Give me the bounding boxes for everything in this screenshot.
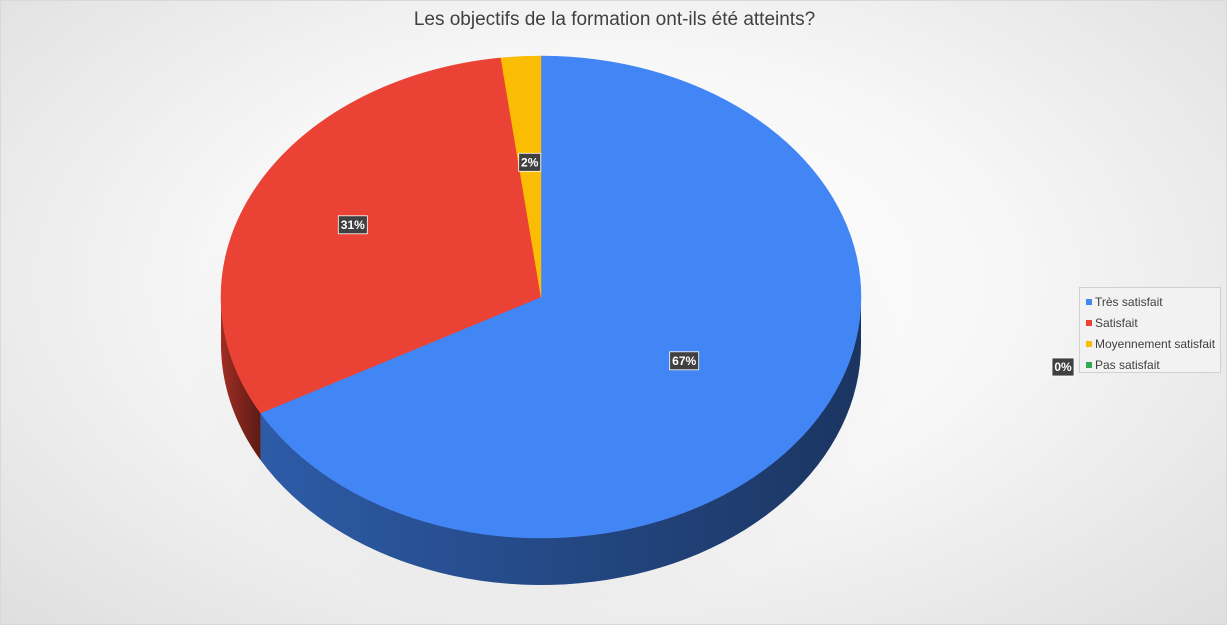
- legend-item: Pas satisfait: [1086, 354, 1220, 375]
- data-label-box: [669, 351, 700, 371]
- pie-slice-side-shade: [221, 297, 261, 461]
- pie-slice: [220, 57, 542, 414]
- legend-swatch: [1086, 319, 1092, 326]
- pie-slice: [260, 55, 862, 539]
- legend-label: Pas satisfait: [1095, 357, 1160, 372]
- legend-swatch: [1086, 361, 1092, 368]
- legend-label: Moyennement satisfait: [1095, 336, 1216, 351]
- data-label: 2%: [521, 155, 539, 169]
- legend-label: Très satisfait: [1095, 294, 1163, 309]
- chart-title: Les objectifs de la formation ont-ils ét…: [413, 9, 816, 30]
- data-label-box: [337, 215, 368, 235]
- legend-swatch: [1086, 340, 1092, 347]
- data-label: 0%: [1054, 360, 1072, 374]
- legend-label: Satisfait: [1095, 315, 1138, 330]
- data-label: 31%: [341, 218, 365, 232]
- chart-legend: Très satisfait Satisfait Moyennement sat…: [1079, 287, 1221, 373]
- data-label-box: [1051, 357, 1075, 377]
- legend-item: Satisfait: [1086, 312, 1220, 333]
- pie-slice-side-shade: [260, 297, 862, 585]
- legend-swatch: [1086, 298, 1092, 305]
- data-label: 67%: [672, 354, 696, 368]
- legend-item: Moyennement satisfait: [1086, 333, 1220, 354]
- pie-slice: [500, 55, 542, 298]
- data-label-box: [518, 152, 542, 172]
- legend-item: Très satisfait: [1086, 291, 1220, 312]
